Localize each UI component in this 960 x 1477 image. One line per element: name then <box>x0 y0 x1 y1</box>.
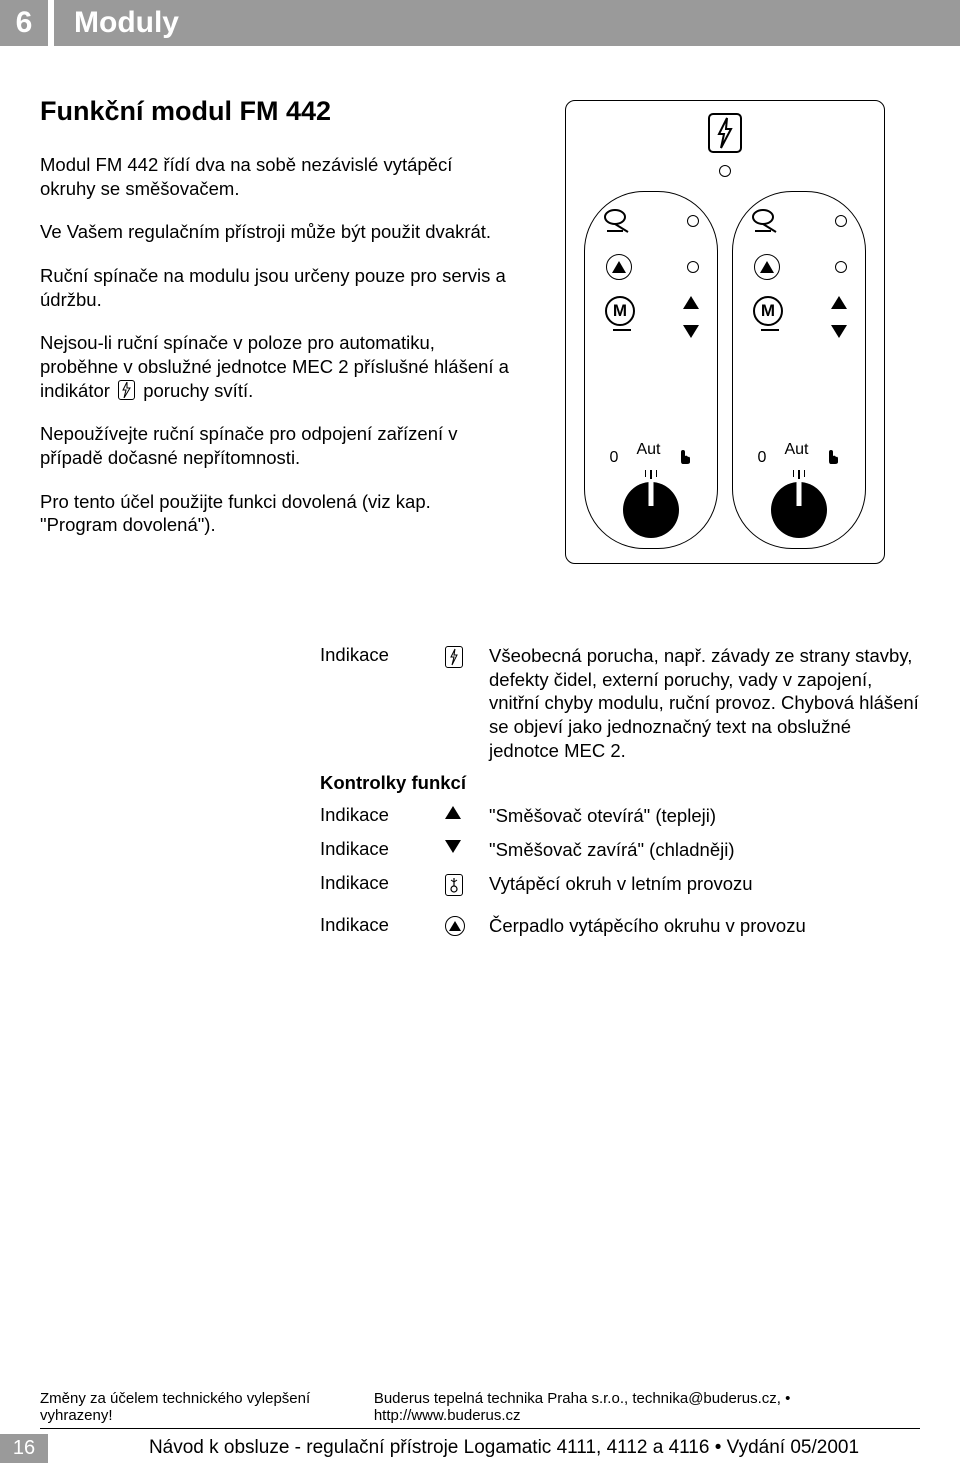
paragraph: Nepoužívejte ruční spínače pro odpojení … <box>40 422 510 469</box>
led-icon <box>719 165 731 177</box>
lightning-icon <box>445 646 463 668</box>
motor-label: M <box>761 301 775 321</box>
legend-label: Indikace <box>320 804 445 826</box>
paragraph-text: poruchy svítí. <box>143 380 253 401</box>
legend-text: "Směšovač zavírá" (chladněji) <box>489 838 920 862</box>
knob-zero-label: 0 <box>610 449 619 470</box>
sensor-icon <box>751 208 783 234</box>
triangle-up-icon <box>831 296 847 309</box>
paragraph: Modul FM 442 řídí dva na sobě nezávislé … <box>40 153 510 200</box>
triangle-up-icon <box>445 806 461 819</box>
triangle-up-icon <box>683 296 699 309</box>
led-icon <box>835 261 847 273</box>
table-row: Kontrolky funkcí <box>320 772 920 794</box>
doc-title: Návod k obsluze - regulační přístroje Lo… <box>48 1434 960 1463</box>
paragraph: Ruční spínače na modulu jsou určeny pouz… <box>40 264 510 311</box>
motor-icon: M <box>753 296 783 326</box>
pump-icon <box>603 254 635 280</box>
knob-aut-label: Aut <box>784 441 808 462</box>
knob: 0 Aut <box>733 449 865 538</box>
sensor-icon <box>603 208 635 234</box>
legend-label: Indikace <box>320 838 445 860</box>
footer-right: Buderus tepelná technika Praha s.r.o., t… <box>374 1390 920 1424</box>
paragraph: Ve Vašem regulačním přístroji může být p… <box>40 220 510 244</box>
legend-text: Vytápěcí okruh v letním provozu <box>489 872 920 896</box>
lightning-icon <box>118 380 135 400</box>
triangle-down-icon <box>445 840 461 853</box>
lightning-icon <box>708 113 742 153</box>
summer-icon <box>445 874 463 896</box>
table-row: Indikace "Směšovač zavírá" (chladněji) <box>320 838 920 862</box>
legend-label: Indikace <box>320 644 445 666</box>
knob-zero-label: 0 <box>758 449 767 470</box>
pump-icon <box>445 916 465 936</box>
motor-icon: M <box>605 296 635 326</box>
legend-label: Indikace <box>320 914 445 936</box>
paragraph: Pro tento účel použijte funkci dovolená … <box>40 490 510 537</box>
led-icon <box>687 215 699 227</box>
paragraph: Nejsou-li ruční spínače v poloze pro aut… <box>40 331 510 402</box>
page-number: 16 <box>0 1434 48 1463</box>
table-row: Indikace Vytápěcí okruh v letním provozu <box>320 872 920 896</box>
text-column: Funkční modul FM 442 Modul FM 442 řídí d… <box>40 96 510 564</box>
knob: 0 Aut <box>585 449 717 538</box>
channel-right: M 0 Aut <box>732 191 866 549</box>
module-diagram: M 0 Aut <box>565 100 885 564</box>
led-icon <box>835 215 847 227</box>
legend-label: Indikace <box>320 872 445 894</box>
triangle-down-icon <box>683 325 699 338</box>
footer-meta: Změny za účelem technického vylepšení vy… <box>40 1390 920 1429</box>
triangle-down-icon <box>831 325 847 338</box>
legend-table: Indikace Všeobecná porucha, např. závady… <box>0 564 960 937</box>
footer-left: Změny za účelem technického vylepšení vy… <box>40 1390 374 1424</box>
motor-label: M <box>613 301 627 321</box>
legend-text: Čerpadlo vytápěcího okruhu v provozu <box>489 914 920 938</box>
table-row: Indikace "Směšovač otevírá" (tepleji) <box>320 804 920 828</box>
channel-left: M 0 Aut <box>584 191 718 549</box>
paragraph-text: Nejsou-li ruční spínače v poloze pro aut… <box>40 332 509 400</box>
knob-aut-label: Aut <box>636 441 660 462</box>
section-title: Funkční modul FM 442 <box>40 96 510 127</box>
hand-icon <box>678 449 692 470</box>
chapter-title: Moduly <box>54 0 960 46</box>
table-row: Indikace Všeobecná porucha, např. závady… <box>320 644 920 762</box>
chapter-number: 6 <box>0 0 48 46</box>
legend-subtitle: Kontrolky funkcí <box>320 772 620 794</box>
legend-text: "Směšovač otevírá" (tepleji) <box>489 804 920 828</box>
pump-icon <box>751 254 783 280</box>
chapter-header: 6 Moduly <box>0 0 960 46</box>
led-icon <box>687 261 699 273</box>
hand-icon <box>826 449 840 470</box>
legend-text: Všeobecná porucha, např. závady ze stran… <box>489 644 920 762</box>
footer-title: 16 Návod k obsluze - regulační přístroje… <box>0 1434 960 1463</box>
table-row: Indikace Čerpadlo vytápěcího okruhu v pr… <box>320 914 920 938</box>
